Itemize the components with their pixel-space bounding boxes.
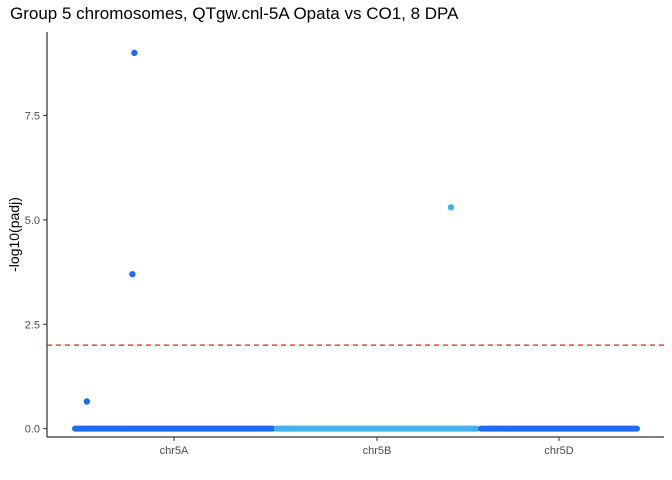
data-point-chr5B [447, 204, 455, 211]
y-tick-label: 5.0 [25, 215, 40, 227]
y-axis-title: -log10(padj) [6, 197, 22, 272]
y-tick-label: 0.0 [25, 424, 40, 436]
y-tick-label: 2.5 [25, 319, 40, 331]
data-point-chr5A [129, 270, 136, 278]
x-tick-label: chr5A [160, 445, 189, 457]
y-tick-label: 7.5 [25, 111, 40, 123]
chart-title: Group 5 chromosomes, QTgw.cnl-5A Opata v… [10, 4, 459, 23]
data-point-chr5A [131, 49, 138, 57]
x-tick-label: chr5D [544, 445, 573, 457]
data-point-chr5A [83, 398, 91, 405]
x-tick-label: chr5B [363, 445, 392, 457]
